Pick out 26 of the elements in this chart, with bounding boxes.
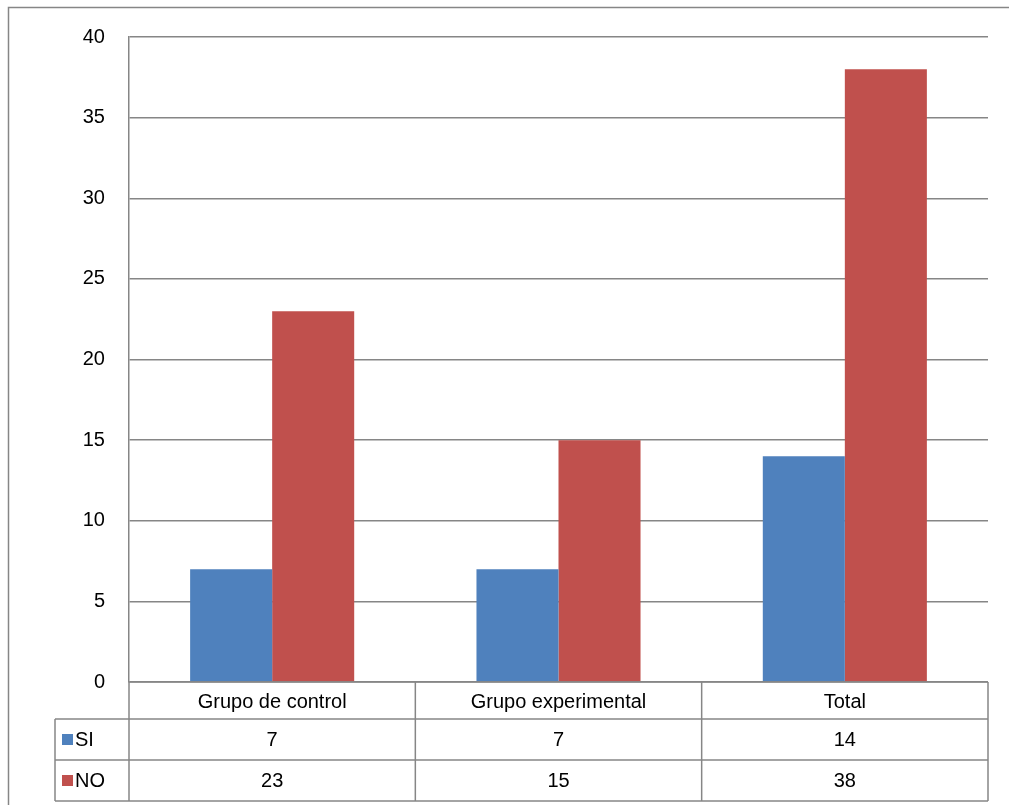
data-label: 23 [261,769,284,792]
data-label: 15 [547,769,570,792]
bar [272,311,355,682]
y-tick-label: 10 [82,508,105,531]
x-tick-label: Total [823,689,866,712]
y-tick-label: 0 [93,669,105,692]
bar [558,440,641,682]
legend-label: NO [75,769,105,792]
x-tick-label: Grupo de control [197,689,347,712]
y-tick-label: 20 [82,347,105,370]
data-label: 14 [833,728,856,751]
bar [762,456,845,682]
legend-label: SI [75,728,94,751]
bar [190,569,273,682]
bar [476,569,559,682]
y-tick-label: 25 [82,266,105,289]
data-label: 38 [833,769,856,792]
x-tick-label: Grupo experimental [470,689,647,712]
y-tick-label: 30 [82,185,105,208]
data-label: 7 [266,728,278,751]
y-tick-label: 40 [82,24,105,47]
y-tick-label: 35 [82,105,105,128]
y-tick-label: 15 [82,427,105,450]
data-label: 7 [552,728,565,751]
y-tick-label: 5 [93,588,105,611]
bar [844,69,927,682]
